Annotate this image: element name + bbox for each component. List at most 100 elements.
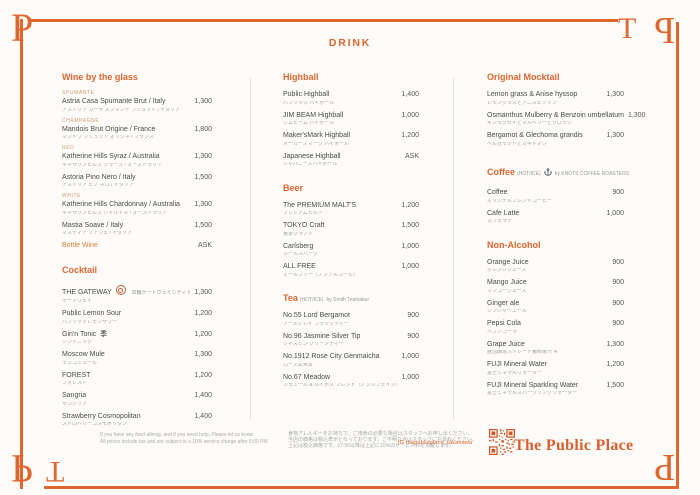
section-title: Cocktail <box>62 264 98 275</box>
menu-item-row: Orange Juice 900 <box>487 259 624 267</box>
item-name: Carlsberg <box>283 242 314 250</box>
menu-item: SPUMANTE Astria Casa Spumante Brut / Ital… <box>62 91 212 113</box>
menu-item-row: Katherine Hills Chardonnay / Australia 1,… <box>62 201 212 209</box>
item-price: 1,300 <box>627 111 646 119</box>
menu-item-row: Astoria Pino Nero / Italy 1,500 <box>62 174 212 182</box>
menu-item: Cafe Latte 1,000 カフェラテ <box>487 210 624 225</box>
menu-item: Ginger ale 900 ジンジャーエール <box>487 300 624 315</box>
menu-item-row: Astria Casa Spumante Brut / Italy 1,300 <box>62 98 212 106</box>
item-name-japanese: サングリア <box>62 401 88 407</box>
item-price: 1,300 <box>606 132 624 139</box>
menu-item: Bergamot & Glechoma grandis 1,300 ベルガモットとカ… <box>487 132 624 147</box>
menu-item: No.1912 Rose City Genmaicha 1,000 ローズ玄米茶 <box>283 353 419 368</box>
section-title: Wine by the glass <box>62 72 138 82</box>
menu-item-row: TOKYO Craft 1,500 <box>283 222 419 230</box>
menu-column-1: Wine by the glass SPUMANTE Astria Casa Spu… <box>62 72 212 434</box>
item-price: 900 <box>612 299 624 307</box>
section-title: Non-Alcohol <box>487 239 541 250</box>
menu-item-row: Bottle Wine ASK <box>62 242 212 250</box>
item-name-japanese: ジャスミン グリーンティー <box>283 342 344 347</box>
section-header: Coffee (HOT/ICE) by KNOTS COFFEE ROASTERS <box>487 162 629 180</box>
frame-bottom-line <box>44 486 679 489</box>
menu-item-row: Mastia Soave / Italy 1,500 <box>62 222 212 230</box>
item-name: Public Highball <box>283 91 330 98</box>
menu-column-3: Original Mocktail Lemon grass & Anise hys… <box>487 72 645 403</box>
menu-column-2: Highball Public Highball 1,400 パブリック ハイボール J… <box>283 72 419 395</box>
brand-logo: The Public Place <box>514 437 634 454</box>
item-price: 1,500 <box>401 222 419 229</box>
item-price: 1,300 <box>194 288 212 296</box>
item-name-japanese: オールフリー（ノンアルコール） <box>283 272 358 278</box>
item-price: ASK <box>404 152 419 160</box>
menu-item-row: FUJI Mineral Sparkling Water 1,500 <box>487 382 624 390</box>
item-name: TOKYO Craft <box>283 222 325 229</box>
item-name: No.1912 Rose City Genmaicha <box>283 353 380 360</box>
item-name-japanese: マンドワ ブリュット オリジネ / フランス <box>62 135 154 140</box>
corner-letter-t-inverted-bottom-left: T <box>46 455 65 488</box>
section-title: Original Mocktail <box>487 72 560 82</box>
menu-item: Coffee 900 オリジナルブレンドコーヒー <box>487 189 624 204</box>
page-title: DRINK <box>328 37 372 49</box>
section-title: Tea <box>283 293 298 303</box>
item-price: 900 <box>612 258 624 266</box>
menu-item: ALL FREE 1,000 オールフリー（ノンアルコール） <box>283 263 419 278</box>
item-name-japanese: アールグレイ ブラックティー <box>283 321 349 327</box>
item-name-japanese: カールスバーグ <box>283 252 319 257</box>
item-price: 1,200 <box>606 361 624 368</box>
gin-brand-icon: 季 <box>100 330 108 338</box>
item-name-japanese: ペプシコーラ <box>487 329 518 335</box>
item-name: Mango Juice <box>487 279 527 286</box>
item-name-japanese: プレミアムモルツ <box>283 211 323 216</box>
item-price: 1,800 <box>194 125 212 133</box>
item-name-japanese: ジムビーム ハイボール <box>283 121 335 126</box>
footer-english-note: If you have any food allergy, and if you… <box>100 432 269 445</box>
menu-item-row: No.1912 Rose City Genmaicha 1,000 <box>283 353 419 361</box>
item-name-japanese: ストロベリーコスモポリタン <box>62 422 128 427</box>
menu-section: Beer The PREMIUM MALT'S 1,200 プレミアムモルツ TOKYO… <box>283 183 419 279</box>
section-header: Original Mocktail <box>487 72 624 82</box>
item-name-japanese: アストリア カーサ スプマンテ ブリュット / イタリア <box>62 107 181 113</box>
footer-en-line1: If you have any food allergy, and if you… <box>100 432 255 438</box>
menu-item: Sangria 1,400 サングリア <box>62 392 212 407</box>
section-byline: by Smith Teamaker <box>326 297 370 303</box>
item-name-japanese: メーカーズマーク ハイボール <box>283 141 350 147</box>
item-name: Gin'n Tonic <box>62 330 97 338</box>
item-price: 1,300 <box>606 340 624 348</box>
footer-japanese-note: 食物アレルギーをお持ちで、ご用命の必要な場合はスタッフへお申し出ください。 当店… <box>288 431 477 449</box>
section-title: Coffee <box>487 167 516 177</box>
section-header: Cocktail <box>62 265 212 275</box>
item-name-japanese: オレンジジュース <box>487 268 527 273</box>
menu-item-row: Sangria 1,400 <box>62 392 212 400</box>
item-name: Astoria Pino Nero / Italy <box>62 173 136 181</box>
section-header: Wine by the glass <box>62 72 212 82</box>
item-price: 1,000 <box>401 373 419 381</box>
menu-item: Carlsberg 1,000 カールスバーグ <box>283 243 419 258</box>
menu-item: CHAMPAGNE Mandois Brut Origine / France 1,… <box>62 118 212 141</box>
item-price: 1,400 <box>194 412 212 420</box>
menu-item-row: Osmanthus Mulberry & Benzoin umbellatum 1… <box>487 112 645 120</box>
menu-item-row: Lemon grass & Anise hyssop 1,300 <box>487 91 624 99</box>
item-name: Coffee <box>487 189 508 196</box>
menu-item-row: Coffee 900 <box>487 189 624 197</box>
item-name: Japanese Highball <box>283 152 341 160</box>
column-divider-1 <box>250 78 251 420</box>
section-header: Highball <box>283 72 419 82</box>
item-name: No.67 Meadow <box>283 373 331 381</box>
item-name: Moscow Mule <box>62 351 105 358</box>
menu-section: Highball Public Highball 1,400 パブリック ハイボール J… <box>283 72 419 168</box>
item-price: 900 <box>407 312 419 319</box>
item-price: 1,000 <box>401 242 419 250</box>
menu-item: Lemon grass & Anise hyssop 1,300 レモングラスとアニ… <box>487 91 624 106</box>
item-name-japanese: ゲートウェイ <box>62 299 93 304</box>
item-name-japanese: マスティア ソアヴェ / イタリア <box>62 231 133 236</box>
menu-item: FOREST 1,200 フォレスト <box>62 372 212 387</box>
item-name: Pepsi Cola <box>487 320 521 327</box>
item-name: Maker'sMark Highball <box>283 132 351 139</box>
item-name: Mastia Soave / Italy <box>62 221 124 229</box>
item-price: ASK <box>197 242 212 249</box>
menu-item: FUJI Mineral Water 1,200 富士ミネラルウォーター <box>487 361 624 376</box>
item-name-japanese: 勝沼醸造ストレート葡萄果汁 ※ <box>487 350 558 355</box>
menu-item: Astoria Pino Nero / Italy 1,500 アストリア ピノ ネ… <box>62 174 212 189</box>
item-price: 1,400 <box>194 392 212 399</box>
item-name-japanese: レモングラスとアニスヒソップ <box>487 100 557 106</box>
